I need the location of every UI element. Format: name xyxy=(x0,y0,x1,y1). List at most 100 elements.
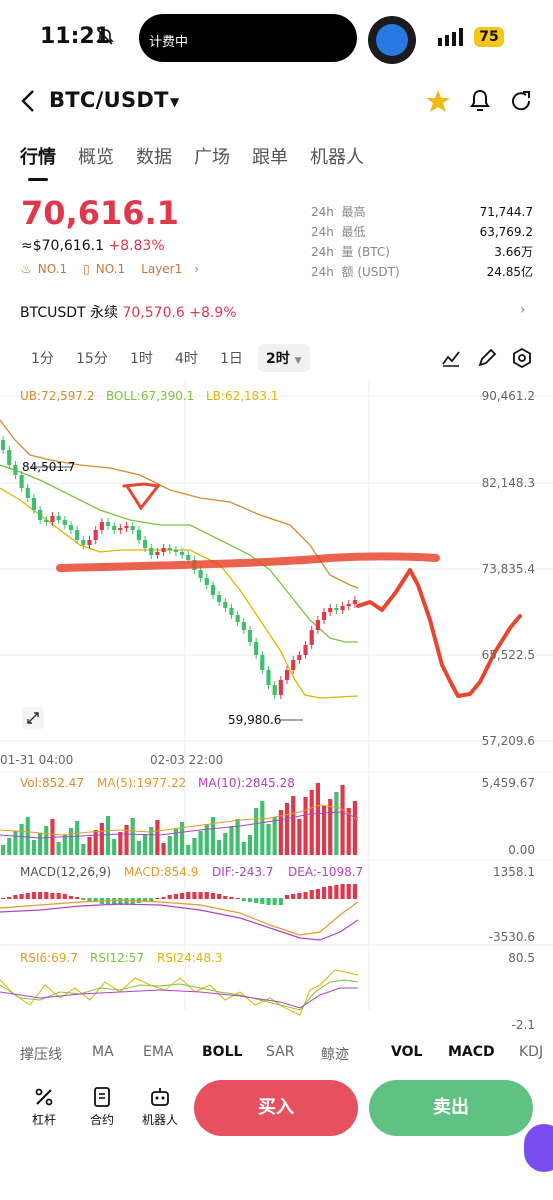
ind-ema[interactable]: EMA xyxy=(143,1044,174,1060)
volume-bar xyxy=(247,835,253,855)
ind-sar[interactable]: SAR xyxy=(266,1044,295,1060)
macd-bar xyxy=(235,898,240,899)
macd-bar xyxy=(180,893,185,899)
volume-bar xyxy=(334,792,339,855)
tf-15m[interactable]: 15分 xyxy=(76,351,108,367)
macd-bar xyxy=(118,898,123,905)
macd-value-label: MACD:854.9 xyxy=(124,865,198,879)
tab-market[interactable]: 行情 xyxy=(20,147,56,168)
indicator-icon[interactable] xyxy=(441,348,461,368)
stat-amount: 24h 额 (USDT) 24.85亿 xyxy=(311,265,533,279)
chart-icon: ▯ xyxy=(83,262,90,276)
ind-whale[interactable]: 鲸迹 xyxy=(321,1047,349,1063)
volume-bar xyxy=(25,817,30,855)
tab-data[interactable]: 数据 xyxy=(136,147,172,168)
macd-bar xyxy=(124,898,129,905)
macd-bar xyxy=(334,885,339,899)
ind-kdj[interactable]: KDJ xyxy=(519,1044,544,1060)
share-icon[interactable] xyxy=(508,88,534,114)
macd-bar xyxy=(204,892,209,899)
volume-bar xyxy=(105,816,111,855)
chevron-right-icon: › xyxy=(194,262,200,276)
ind-vol[interactable]: VOL xyxy=(391,1044,423,1060)
ind-ma[interactable]: MA xyxy=(92,1044,114,1060)
pair-title[interactable]: BTC/USDT xyxy=(49,88,169,112)
volume-bar xyxy=(7,838,12,855)
macd-bar xyxy=(328,886,333,899)
volume-bar xyxy=(1,845,6,855)
stats-panel: 24h 最高 71,744.7 24h 最低 63,769.2 24h 量 (BTC… xyxy=(311,202,533,282)
tf-1m[interactable]: 1分 xyxy=(31,351,54,367)
tf-4h[interactable]: 4时 xyxy=(175,351,198,367)
perp-row[interactable]: BTCUSDT 永续 70,570.6 +8.9% xyxy=(20,302,237,322)
macd-bar xyxy=(278,898,283,905)
vol-ma5-label: MA(5):1977.22 xyxy=(97,776,186,790)
perp-price: 70,570.6 xyxy=(122,305,185,321)
expand-icon[interactable] xyxy=(22,707,44,729)
contract-button[interactable]: 合约 xyxy=(77,1086,127,1128)
chevron-down-icon[interactable]: ▼ xyxy=(170,95,180,109)
robot-icon xyxy=(151,1088,169,1106)
contract-icon xyxy=(94,1087,110,1107)
rsi24-label: RSI24:48.3 xyxy=(157,951,223,965)
macd-bar xyxy=(241,898,246,901)
bell-icon[interactable] xyxy=(467,88,493,114)
ind-support-resistance[interactable]: 撑压线 xyxy=(20,1047,62,1063)
tf-1d[interactable]: 1日 xyxy=(220,351,243,367)
perp-name: BTCUSDT 永续 xyxy=(20,305,119,321)
volume-bar xyxy=(13,831,18,855)
macd-bar xyxy=(254,898,259,903)
tab-square[interactable]: 广场 xyxy=(194,147,230,168)
boll-lb-label: LB:62,183.1 xyxy=(206,389,278,403)
macd-bar xyxy=(346,884,351,899)
volume-bar xyxy=(118,832,123,855)
volume-bar xyxy=(81,844,86,855)
bot-button[interactable]: 机器人 xyxy=(135,1086,185,1128)
settings-icon[interactable] xyxy=(512,348,532,368)
vol-label: Vol:852.47 xyxy=(20,776,84,790)
assistant-bubble-icon[interactable] xyxy=(524,1124,553,1172)
volume-bar xyxy=(266,824,271,855)
volume-bar xyxy=(254,808,259,855)
macd-bar xyxy=(1,898,6,899)
tab-copy-trade[interactable]: 跟单 xyxy=(252,147,288,168)
macd-bar xyxy=(87,898,92,901)
volume-bar xyxy=(31,840,37,855)
draw-pen-icon[interactable] xyxy=(477,348,497,368)
macd-bar xyxy=(13,895,18,899)
last-price: 70,616.1 xyxy=(21,194,179,232)
rsi-axis-bottom: -2.1 xyxy=(512,1018,535,1030)
buy-button[interactable]: 买入 xyxy=(194,1080,358,1136)
tag-rank-2: NO.1 xyxy=(95,262,126,276)
ind-boll[interactable]: BOLL xyxy=(202,1044,243,1060)
star-icon[interactable] xyxy=(425,88,451,114)
macd-bar xyxy=(198,892,203,899)
volume-bar xyxy=(167,836,172,855)
macd-bar xyxy=(266,898,271,905)
vol-ma10-label: MA(10):2845.28 xyxy=(198,776,295,790)
macd-dif-label: DIF:-243.7 xyxy=(212,865,273,879)
dynamic-island[interactable]: 计费中 xyxy=(139,14,357,62)
macd-bar xyxy=(284,895,290,899)
tab-overview[interactable]: 概览 xyxy=(78,147,114,168)
tags-row[interactable]: ♨ NO.1 ▯ NO.1 Layer1 › xyxy=(21,262,199,276)
leverage-button[interactable]: 杠杆 xyxy=(19,1086,69,1128)
island-app-icon[interactable] xyxy=(368,16,416,64)
chevron-right-icon[interactable]: › xyxy=(520,302,526,318)
tf-1h[interactable]: 1时 xyxy=(130,351,153,367)
tab-bot[interactable]: 机器人 xyxy=(310,147,364,168)
perp-change: +8.9% xyxy=(189,305,237,321)
boll-mid-label: BOLL:67,390.1 xyxy=(106,389,194,403)
tag-rank-1: NO.1 xyxy=(37,262,68,276)
tf-2h[interactable]: 2时 ▼ xyxy=(258,344,310,372)
volume-bar xyxy=(124,825,129,855)
ind-macd[interactable]: MACD xyxy=(448,1044,495,1060)
signal-icon xyxy=(438,28,463,46)
sell-button[interactable]: 卖出 xyxy=(369,1080,533,1136)
kline-chart[interactable]: 84,501.7 59,980.6 UB:72,597.2 BOLL:67,39… xyxy=(0,380,553,1030)
macd-axis-top: 1358.1 xyxy=(493,865,535,879)
rsi6-label: RSI6:69.7 xyxy=(20,951,78,965)
macd-bar xyxy=(260,898,265,904)
volume-bar xyxy=(204,824,209,855)
back-icon[interactable] xyxy=(18,88,40,114)
